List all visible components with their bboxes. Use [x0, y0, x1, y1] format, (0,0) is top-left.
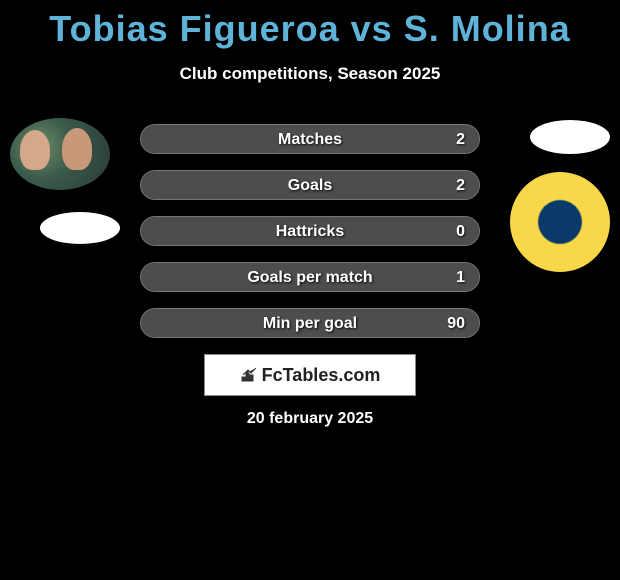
stat-right-value: 2 — [456, 125, 465, 154]
stat-label: Hattricks — [141, 217, 479, 246]
stat-right-value: 1 — [456, 263, 465, 292]
stat-row-min-per-goal: Min per goal 90 — [140, 308, 480, 338]
stat-label: Matches — [141, 125, 479, 154]
stat-row-matches: Matches 2 — [140, 124, 480, 154]
stat-right-value: 2 — [456, 171, 465, 200]
date-label: 20 february 2025 — [0, 410, 620, 428]
stat-right-value: 90 — [447, 309, 465, 338]
stat-row-goals-per-match: Goals per match 1 — [140, 262, 480, 292]
stat-row-goals: Goals 2 — [140, 170, 480, 200]
stat-label: Goals per match — [141, 263, 479, 292]
chart-icon — [240, 366, 258, 384]
fctables-logo[interactable]: FcTables.com — [204, 354, 416, 396]
player-right-club-badge — [510, 172, 610, 272]
stat-label: Min per goal — [141, 309, 479, 338]
player-right-flag — [530, 120, 610, 154]
page-title: Tobias Figueroa vs S. Molina — [0, 0, 620, 50]
stat-label: Goals — [141, 171, 479, 200]
stat-row-hattricks: Hattricks 0 — [140, 216, 480, 246]
player-left-avatar — [10, 118, 110, 190]
subtitle: Club competitions, Season 2025 — [0, 64, 620, 84]
stat-right-value: 0 — [456, 217, 465, 246]
logo-text: FcTables.com — [262, 365, 381, 386]
player-left-flag — [40, 212, 120, 244]
stats-container: Matches 2 Goals 2 Hattricks 0 Goals per … — [140, 124, 480, 354]
